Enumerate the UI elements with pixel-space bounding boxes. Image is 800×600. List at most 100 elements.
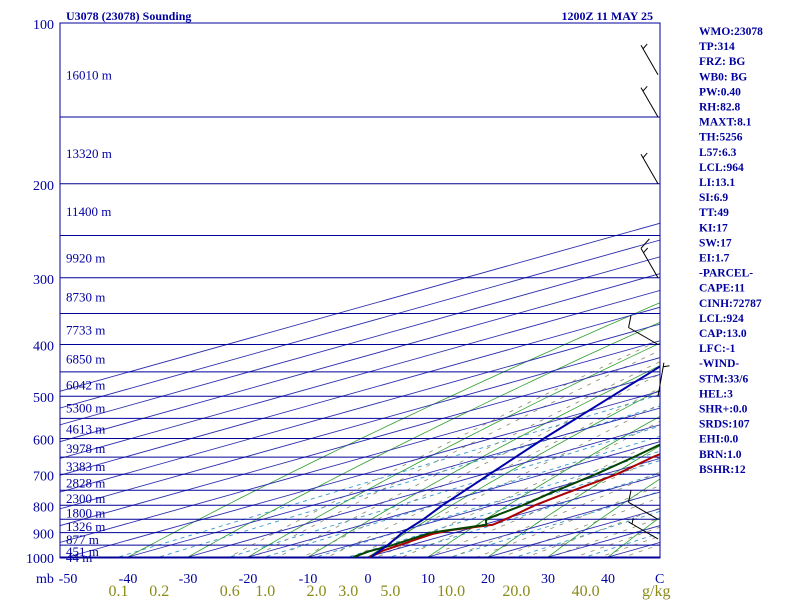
wind-barb-flag [640,238,650,249]
wind-barb-staff [628,501,659,520]
pressure-tick-label: 900 [33,528,54,543]
index-line: KI:17 [699,222,728,234]
pressure-tick-label: 500 [33,391,54,406]
mixing-ratio-line [113,394,660,558]
dry-adiabat-line [485,445,660,558]
index-line: TT:49 [699,207,729,219]
index-line: LI:13.1 [699,177,735,189]
temperature-tick-label: -30 [179,572,198,587]
isotherm-line [247,441,660,558]
height-label: 3978 m [66,441,105,456]
mixing-ratio-label: 0.1 [109,583,129,600]
wind-barb-staff [628,521,659,540]
isotherm-line [60,256,660,426]
gkg-unit-label: g/kg [642,583,670,600]
height-label: 44 m [66,550,92,565]
index-line: SRDS:107 [699,419,750,431]
mixing-ratio-label: 3.0 [338,583,358,600]
dewpoint-trace [353,443,660,558]
index-line: L57:6.3 [699,147,737,159]
height-label: 1800 m [66,505,105,520]
pressure-tick-label: 200 [33,179,54,194]
pressure-tick-label: 300 [33,273,54,288]
isotherm-line [60,323,660,493]
pressure-tick-label: 400 [33,340,54,355]
mixing-ratio-line [311,450,660,558]
index-line: PW:0.40 [699,86,741,98]
wind-barb [628,517,659,540]
height-label: 451 m [66,544,99,559]
index-line: SHR+:0.0 [699,404,748,416]
wind-barb [628,489,659,520]
index-line: LCL:964 [699,162,744,174]
parcel-trace [370,365,660,558]
index-line: WB0: BG [699,71,747,83]
chart-timestamp: 1200Z 11 MAY 25 [562,9,653,23]
wind-barb-staff [640,154,659,185]
temperature-tick-label: -20 [239,572,258,587]
wind-barb-staff [628,327,659,345]
wind-barb [640,43,659,75]
index-line: LFC:-1 [699,343,736,355]
height-label: 11400 m [66,204,111,219]
index-line: CINH:72787 [699,298,762,310]
dry-adiabat-line [185,321,660,558]
wind-barb [640,238,659,279]
wind-barb-staff [640,45,659,75]
index-line: TP:314 [699,41,735,53]
index-line: EHI:0.0 [699,434,739,446]
index-line: CAP:13.0 [699,328,747,340]
temperature-tick-label: 0 [365,572,372,587]
temperature-tick-label: -40 [119,572,138,587]
mixing-ratio-labels: 0.1 0.2 0.6 1.0 2.0 3.0 5.0 10.0 20.0 40.0 [109,583,600,600]
wind-barb [628,315,659,345]
index-line: BSHR:12 [699,464,746,476]
height-label: 1326 m [66,519,105,534]
celsius-unit-label: C [655,572,664,587]
dry-adiabat-line [125,302,660,558]
isotherm-line [67,390,660,558]
moist-adiabat-line [571,526,660,558]
height-label: 5300 m [66,401,105,416]
index-line: SI:6.9 [699,192,728,204]
wind-barb [640,85,659,118]
index-line: MAXT:8.1 [699,117,752,129]
mb-unit-label: mb [36,572,54,587]
height-label: 2300 m [66,491,105,506]
height-label: 13320 m [66,146,112,161]
index-line: STM:33/6 [699,373,748,385]
index-line: HEL:3 [699,388,733,400]
wind-barb-staff [640,87,659,118]
mixing-ratio-line [581,532,660,558]
pressure-tick-label: 1000 [26,552,54,567]
temperature-tick-label: 40 [601,572,615,587]
wind-barbs [628,43,670,540]
height-label: 8730 m [66,289,105,304]
index-line: SW:17 [699,237,732,249]
mixing-ratio-label: 40.0 [572,583,600,600]
wind-barb-staff [640,248,659,279]
mixing-ratio-line [511,510,660,558]
temperature-axis-labels: -50 -40 -30 -20 -10 0 10 20 30 40 [59,572,615,587]
isotherm-line [60,222,660,392]
isotherm-line [60,373,660,543]
moist-adiabat-line [250,349,660,558]
isotherm-line [127,407,660,558]
height-label: 9920 m [66,251,105,266]
wind-barb-half-flag [643,247,649,253]
chart-title: U3078 (23078) Sounding [66,9,191,23]
wind-barb-flag [628,315,632,328]
isotherm-line [60,357,660,527]
height-label: 6042 m [66,377,105,392]
temperature-tick-label: -50 [59,572,78,587]
mixing-ratio-label: 20.0 [502,583,530,600]
index-line: -PARCEL- [699,268,753,280]
moist-adiabat-line [275,361,660,558]
pressure-tick-label: 700 [33,469,54,484]
pressure-tick-label: 600 [33,434,54,449]
isotherm-line [60,340,660,510]
isobars [60,23,660,558]
height-label: 4613 m [66,422,105,437]
